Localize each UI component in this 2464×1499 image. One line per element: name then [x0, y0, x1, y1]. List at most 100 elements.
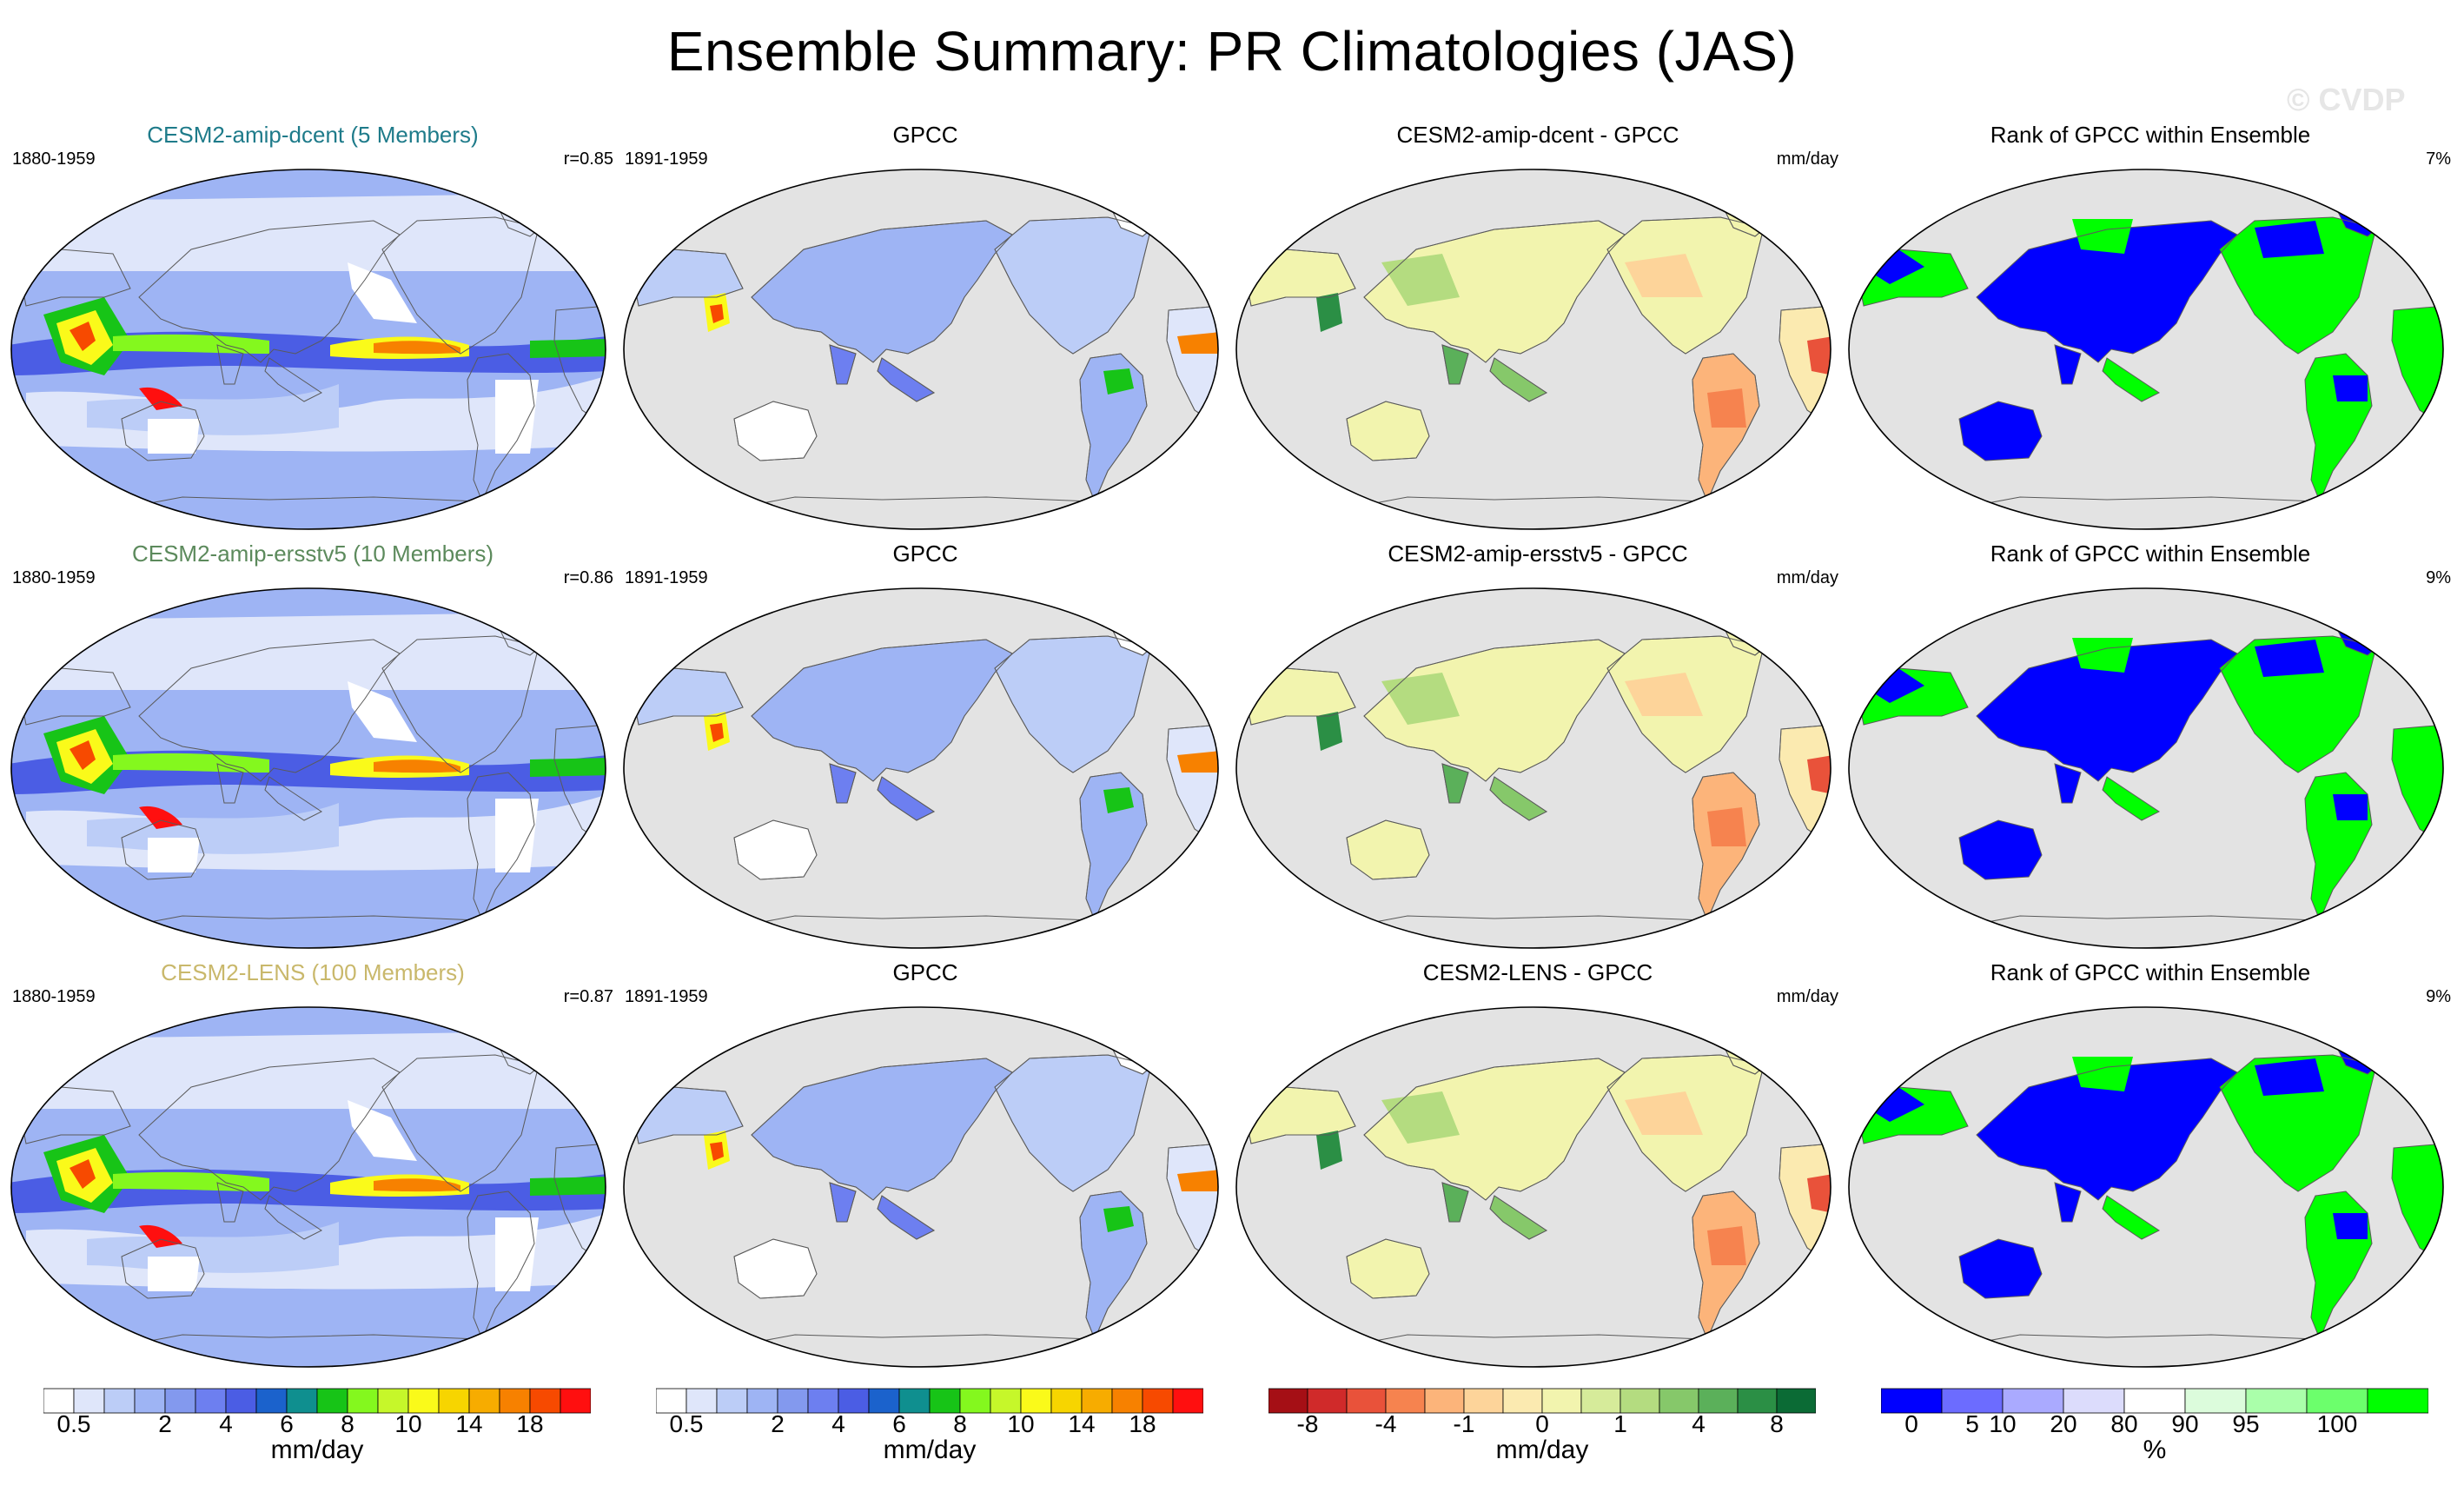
colorbar-tick-label: 95	[2232, 1410, 2259, 1436]
colorbar-tick-label: 0.5	[57, 1410, 91, 1436]
colorbar-swatch	[2367, 1388, 2428, 1414]
period-label: 1891-1959	[625, 149, 708, 169]
rank-panel-row3: Rank of GPCC within Ensemble 9%	[1846, 959, 2454, 1376]
colorbar-tick-label: 2	[158, 1410, 172, 1436]
colorbar-swatch	[746, 1388, 778, 1414]
colorbar-tick-label: 14	[1068, 1410, 1095, 1436]
colorbar-swatch	[686, 1388, 718, 1414]
rank-map	[1848, 169, 2444, 530]
colorbar-swatch	[1463, 1388, 1504, 1414]
colorbar-swatch	[959, 1388, 991, 1414]
colorbar-boxes: 0.5 2 4 6 8 10 14 18	[43, 1388, 591, 1436]
colorbar-tick-label: 10	[394, 1410, 421, 1436]
colorbar-swatch	[2123, 1388, 2186, 1414]
period-label: 1891-1959	[625, 568, 708, 587]
obs-map	[623, 169, 1219, 530]
colorbar-swatch	[2306, 1388, 2368, 1414]
colorbar-swatch	[347, 1388, 379, 1414]
colorbar-swatch	[1142, 1388, 1174, 1414]
colorbar-swatch	[1541, 1388, 1582, 1414]
colorbar-tick-label: 8	[1770, 1410, 1784, 1436]
panel-title: CESM2-amip-dcent (5 Members)	[147, 122, 479, 148]
colorbar-swatch	[1659, 1388, 1699, 1414]
colorbar-swatch	[134, 1388, 166, 1414]
colorbar-swatch	[468, 1388, 500, 1414]
percent-label: 9%	[2426, 987, 2451, 1006]
model-panel-row1: CESM2-amip-dcent (5 Members) 1880-1959 r=0…	[9, 122, 617, 539]
colorbar-tick-label: 0	[1535, 1410, 1549, 1436]
panel-title: CESM2-amip-dcent - GPCC	[1396, 122, 1679, 148]
colorbar-swatch	[407, 1388, 440, 1414]
period-label: 1880-1959	[12, 568, 96, 587]
colorbar-swatch	[1502, 1388, 1543, 1414]
model-map	[10, 1006, 606, 1368]
colorbar-swatch	[898, 1388, 931, 1414]
obs-panel-row3: GPCC 1891-1959	[621, 959, 1229, 1376]
colorbar-tick-label: 100	[2317, 1410, 2358, 1436]
colorbar-swatch	[43, 1388, 75, 1414]
colorbar-tick-label: -8	[1297, 1410, 1319, 1436]
colorbar-tick-label: 4	[219, 1410, 233, 1436]
colorbar-swatch	[1081, 1388, 1113, 1414]
colorbar-swatch	[868, 1388, 900, 1414]
colorbar-unit: %	[2143, 1436, 2167, 1464]
percent-label: 9%	[2426, 568, 2451, 587]
colorbar-swatch	[838, 1388, 870, 1414]
colorbar-swatch	[2184, 1388, 2247, 1414]
rank-panel-row1: Rank of GPCC within Ensemble 7%	[1846, 122, 2454, 539]
colorbar-tick-label: 10	[1007, 1410, 1034, 1436]
colorbar-swatch	[1020, 1388, 1052, 1414]
colorbar-tick-label: 6	[280, 1410, 294, 1436]
units-label: mm/day	[1776, 568, 1838, 587]
colorbar-swatch	[1172, 1388, 1203, 1414]
colorbar-swatch	[1346, 1388, 1387, 1414]
model-map	[10, 169, 606, 530]
colorbar-tick-label: 10	[1989, 1410, 2016, 1436]
colorbar-difference: -8 -4 -1 0 1 4 8 mm/day	[1268, 1387, 1816, 1491]
period-label: 1891-1959	[625, 987, 708, 1006]
colorbar-swatch	[2002, 1388, 2064, 1414]
correlation-label: r=0.86	[563, 568, 613, 587]
obs-map	[623, 1006, 1219, 1368]
colorbar-unit: mm/day	[270, 1436, 364, 1464]
panel-title: GPCC	[892, 959, 958, 985]
colorbar-swatch	[560, 1388, 591, 1414]
diff-panel-row3: CESM2-LENS - GPCC mm/day	[1234, 959, 1842, 1376]
colorbar-swatch	[499, 1388, 531, 1414]
colorbar-swatch	[73, 1388, 105, 1414]
colorbar-tick-label: 80	[2110, 1410, 2137, 1436]
colorbar-swatch	[990, 1388, 1022, 1414]
colorbar-rank: 0 5 10 20 80 90 95 100%	[1881, 1387, 2428, 1491]
colorbar-tick-label: 0.5	[670, 1410, 704, 1436]
period-label: 1880-1959	[12, 987, 96, 1006]
obs-panel-row1: GPCC 1891-1959	[621, 122, 1229, 539]
colorbar-tick-label: 5	[1965, 1410, 1979, 1436]
colorbar-swatch	[225, 1388, 257, 1414]
panel-title: Rank of GPCC within Ensemble	[1990, 122, 2311, 148]
colorbar-boxes: 0 5 10 20 80 90 95 100	[1881, 1388, 2428, 1436]
period-label: 1880-1959	[12, 149, 96, 169]
colorbar-swatch	[929, 1388, 961, 1414]
obs-panel-row2: GPCC 1891-1959	[621, 541, 1229, 958]
colorbar-swatch	[286, 1388, 318, 1414]
colorbar-swatch	[2245, 1388, 2308, 1414]
colorbar-swatch	[777, 1388, 809, 1414]
colorbar-tick-label: 18	[516, 1410, 543, 1436]
colorbar-tick-label: 0	[1904, 1410, 1918, 1436]
colorbar-swatch	[656, 1388, 687, 1414]
colorbar-swatch	[2063, 1388, 2125, 1414]
colorbar-swatch	[195, 1388, 227, 1414]
rank-panel-row2: Rank of GPCC within Ensemble 9%	[1846, 541, 2454, 958]
colorbar-boxes: 0.5 2 4 6 8 10 14 18	[656, 1388, 1203, 1436]
colorbar-tick-label: 14	[455, 1410, 482, 1436]
model-map	[10, 587, 606, 949]
panel-title: Rank of GPCC within Ensemble	[1990, 959, 2311, 985]
colorbar-unit: mm/day	[883, 1436, 977, 1464]
panel-title: CESM2-amip-ersstv5 (10 Members)	[131, 541, 494, 567]
colorbar-swatch	[1776, 1388, 1816, 1414]
colorbar-swatch	[529, 1388, 561, 1414]
colorbar-tick-label: 4	[831, 1410, 845, 1436]
rank-map	[1848, 587, 2444, 949]
colorbar-swatch	[1619, 1388, 1660, 1414]
colorbar-swatch	[377, 1388, 409, 1414]
